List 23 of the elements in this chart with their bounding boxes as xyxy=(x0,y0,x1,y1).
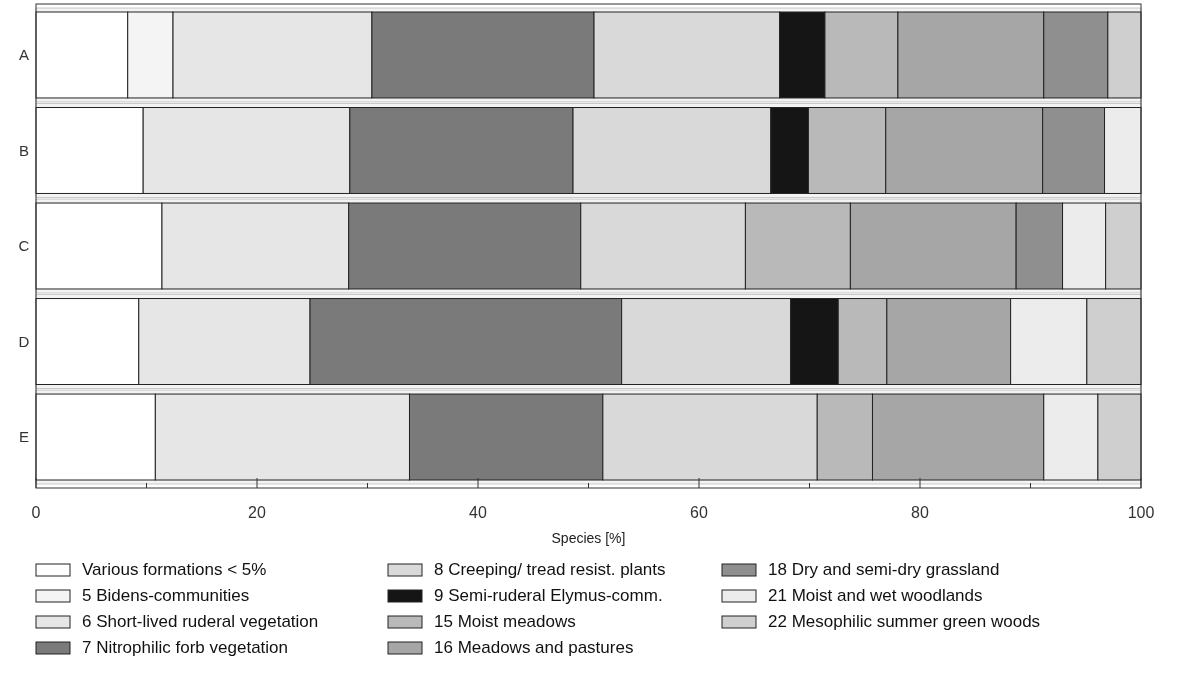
x-tick-label: 80 xyxy=(911,504,929,521)
y-tick-label: C xyxy=(18,237,30,255)
legend-label: 6 Short-lived ruderal vegetation xyxy=(82,612,319,631)
legend-label: 9 Semi-ruderal Elymus-comm. xyxy=(434,586,663,605)
legend-label: 5 Bidens-communities xyxy=(82,586,250,605)
x-axis-title: Species [%] xyxy=(551,530,626,546)
x-tick-label: 100 xyxy=(1127,504,1155,521)
legend-label: 16 Meadows and pastures xyxy=(434,638,634,657)
x-tick-label: 0 xyxy=(31,504,41,521)
legend-label: 22 Mesophilic summer green woods xyxy=(768,612,1041,631)
legend-label: 8 Creeping/ tread resist. plants xyxy=(434,560,666,579)
x-tick-label: 20 xyxy=(248,504,266,521)
y-tick-label: D xyxy=(18,332,30,350)
x-tick-label: 40 xyxy=(469,504,487,521)
legend-label: 7 Nitrophilic forb vegetation xyxy=(82,638,289,657)
legend-label: Various formations < 5% xyxy=(82,560,267,579)
legend-label: 15 Moist meadows xyxy=(434,612,576,631)
y-tick-label: B xyxy=(18,141,30,159)
y-tick-label: E xyxy=(18,428,30,446)
legend-label: 18 Dry and semi-dry grassland xyxy=(768,560,1000,579)
x-tick-label: 60 xyxy=(690,504,708,521)
legend-label: 21 Moist and wet woodlands xyxy=(768,586,983,605)
y-tick-label: A xyxy=(18,46,30,64)
